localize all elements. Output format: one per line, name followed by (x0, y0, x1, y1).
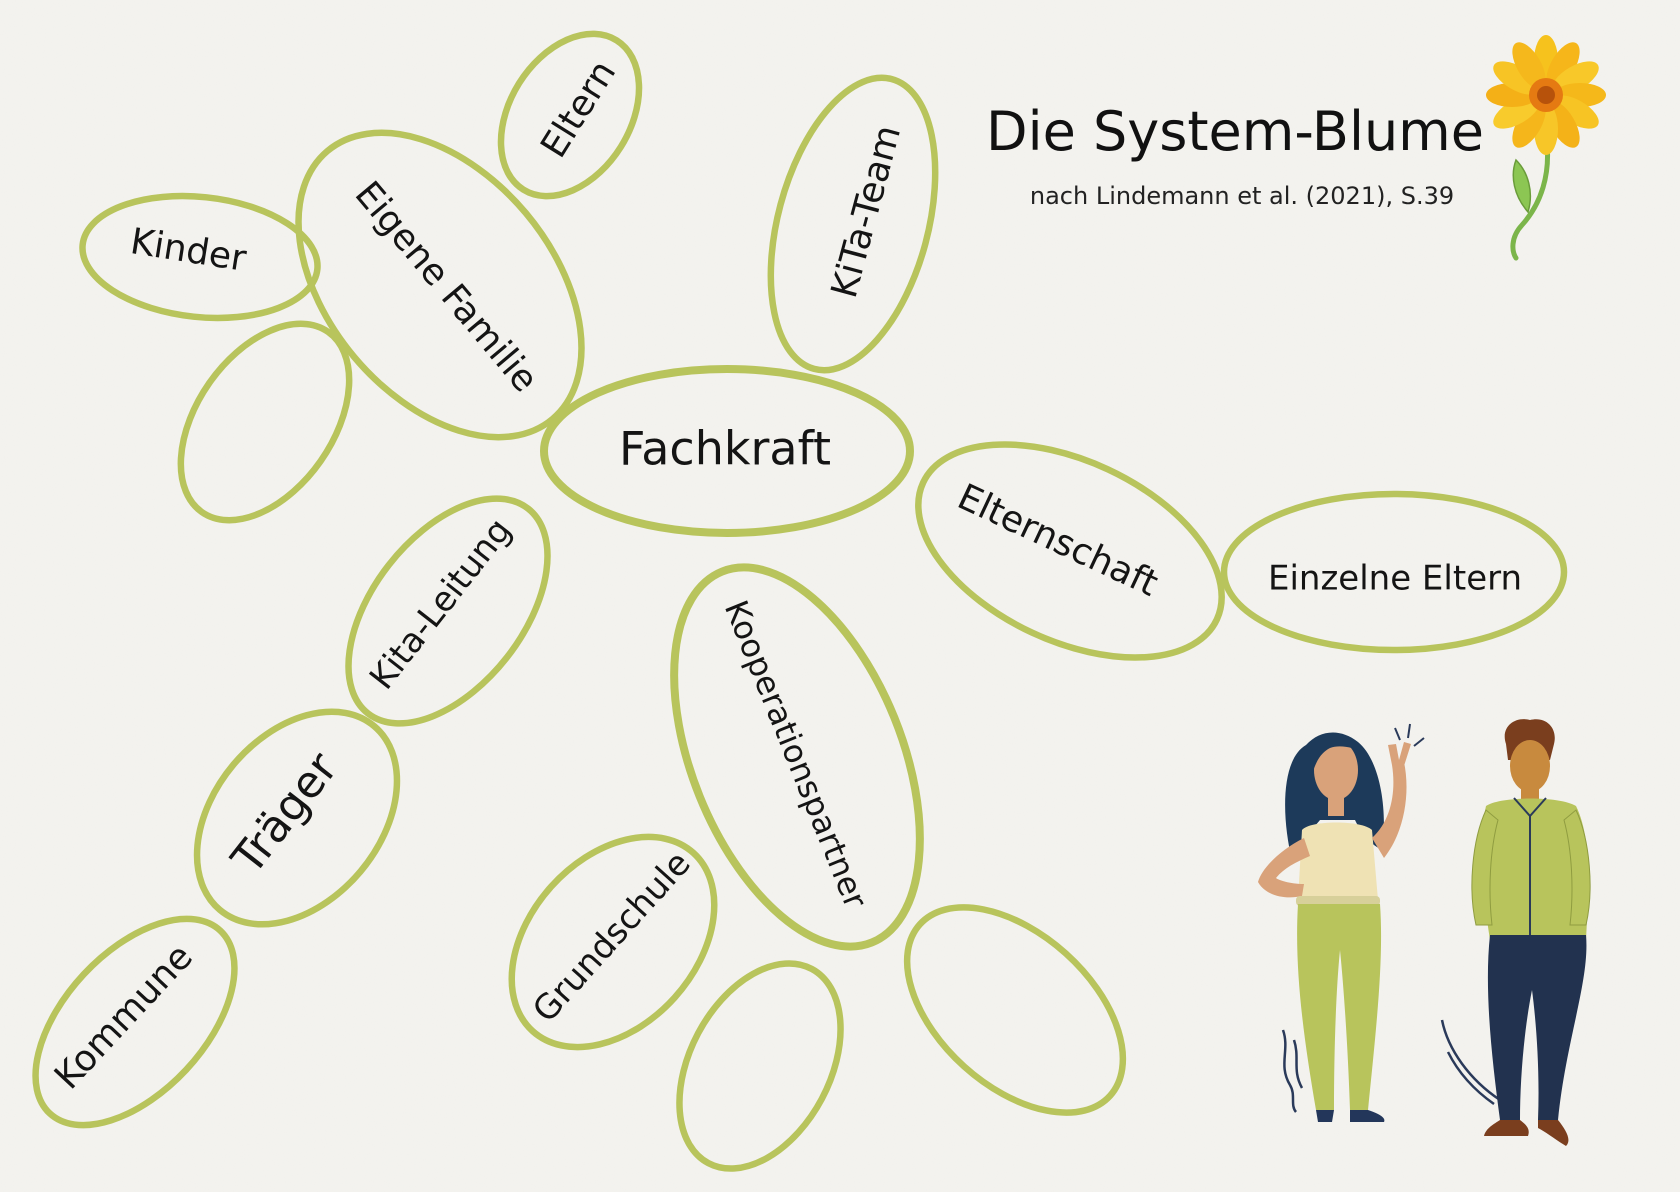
petal-kooperationspartner (670, 563, 924, 951)
petal-empty-left (177, 320, 353, 524)
petal-einzelne-eltern (1220, 490, 1568, 654)
petal-grundschule (508, 833, 718, 1051)
petal-eigene-familie (295, 129, 585, 441)
label-einzelne-eltern: Einzelne Eltern (1268, 559, 1522, 599)
petal-elternschaft (915, 441, 1225, 661)
man-figure-icon (1440, 719, 1591, 1146)
petal-fachkraft (540, 365, 914, 537)
petal-kita-leitung (345, 495, 551, 727)
petal-kita-team (767, 74, 939, 374)
petal-traeger (193, 708, 401, 928)
petal-kommune (32, 915, 238, 1129)
petal-empty-bottom-left (676, 960, 844, 1172)
label-fachkraft: Fachkraft (619, 422, 831, 476)
woman-figure-icon (1258, 723, 1425, 1122)
petals (32, 30, 1568, 1172)
page-subtitle: nach Lindemann et al. (2021), S.39 (1030, 182, 1454, 210)
flower-icon (1486, 35, 1606, 261)
petal-eltern (497, 30, 643, 200)
petal-empty-bottom-right (903, 904, 1127, 1116)
petal-kinder (79, 192, 321, 322)
page-title: Die System-Blume (986, 100, 1484, 163)
